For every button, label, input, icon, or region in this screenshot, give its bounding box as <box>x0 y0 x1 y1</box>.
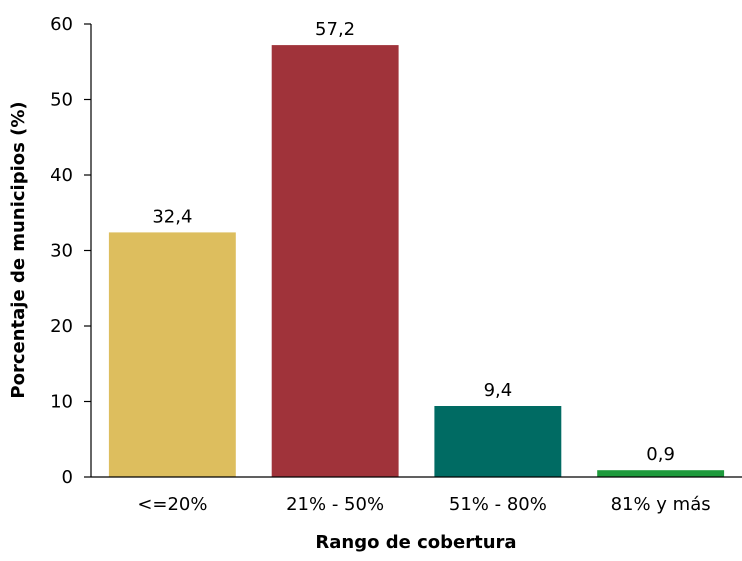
bar <box>597 470 725 477</box>
x-tick-label: <=20% <box>137 494 207 515</box>
x-tick-label: 81% y más <box>611 494 711 515</box>
y-tick-label: 0 <box>62 467 73 488</box>
y-tick-label: 60 <box>50 14 73 35</box>
y-tick-label: 40 <box>50 165 73 186</box>
bars-group <box>108 45 725 477</box>
y-axis-title: Porcentaje de municipios (%) <box>8 101 29 398</box>
x-tick-label: 21% - 50% <box>286 494 384 515</box>
bar <box>271 45 399 477</box>
data-label: 57,2 <box>315 19 355 40</box>
y-axis-ticks: 0 10 20 30 40 50 60 <box>50 14 91 488</box>
x-axis-title: Rango de cobertura <box>315 532 516 553</box>
x-axis-ticks: <=20% 21% - 50% 51% - 80% 81% y más <box>137 494 710 515</box>
y-tick-label: 20 <box>50 316 73 337</box>
data-labels-group: 32,4 57,2 9,4 0,9 <box>152 19 675 465</box>
data-label: 9,4 <box>484 380 513 401</box>
data-label: 32,4 <box>152 206 192 227</box>
x-tick-label: 51% - 80% <box>449 494 547 515</box>
y-tick-label: 10 <box>50 392 73 413</box>
y-tick-label: 50 <box>50 90 73 111</box>
y-tick-label: 30 <box>50 241 73 262</box>
data-label: 0,9 <box>646 444 675 465</box>
bar <box>434 406 562 477</box>
bar <box>108 232 236 477</box>
